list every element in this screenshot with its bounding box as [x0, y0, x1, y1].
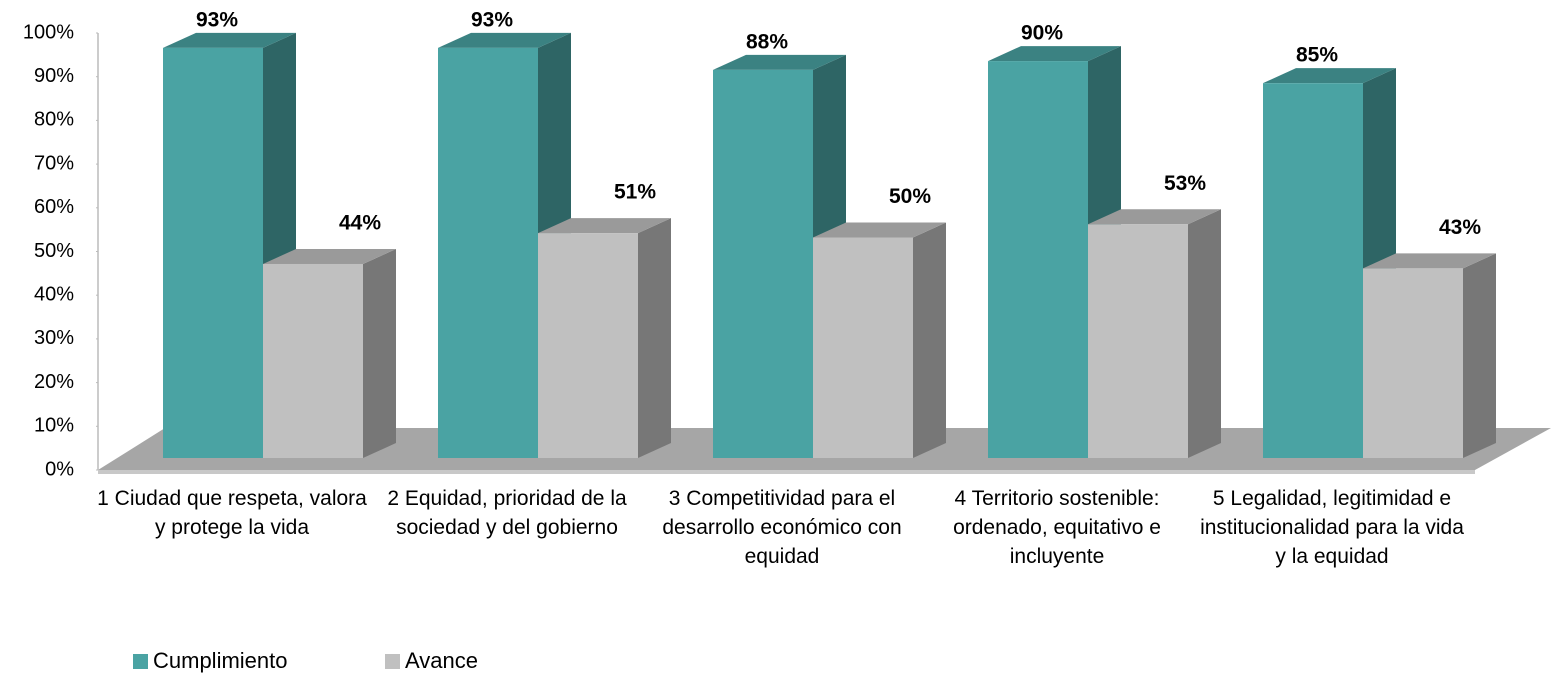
x-tick-label: 1 Ciudad que respeta, valora y protege l… [97, 487, 367, 539]
bar-top [713, 54, 846, 70]
bar-top [1088, 209, 1221, 225]
value-label: 43% [1439, 216, 1481, 239]
value-label: 93% [196, 8, 238, 31]
legend-swatch [385, 654, 400, 669]
bar-side [1463, 253, 1496, 458]
value-label: 85% [1296, 44, 1338, 67]
legend-swatch [133, 654, 148, 669]
bar-top [163, 32, 296, 48]
bar [713, 69, 813, 459]
y-tick-label: 60% [34, 196, 74, 218]
bar-top [813, 222, 946, 238]
y-tick-label: 80% [34, 109, 74, 131]
bar [1263, 83, 1363, 459]
value-label: 93% [471, 8, 513, 31]
value-label: 90% [1021, 22, 1063, 45]
bar [1088, 224, 1188, 458]
bar [1363, 268, 1463, 458]
bar [813, 237, 913, 458]
value-label: 50% [889, 185, 931, 208]
bar-side [913, 222, 946, 458]
y-tick-label: 30% [34, 327, 74, 349]
bar-top [988, 46, 1121, 62]
floor-edge [98, 470, 1475, 474]
y-tick-label: 0% [45, 458, 74, 480]
value-label: 44% [339, 212, 381, 235]
bar [538, 233, 638, 458]
bar-side [638, 218, 671, 458]
value-label: 53% [1164, 172, 1206, 195]
bar [988, 61, 1088, 458]
y-tick-label: 90% [34, 65, 74, 87]
bar-top [438, 32, 571, 48]
x-tick-label: 2 Equidad, prioridad de la sociedad y de… [387, 487, 627, 539]
x-tick-label: 3 Competitividad para el desarrollo econ… [662, 487, 902, 568]
bar-side [1188, 209, 1221, 458]
bar [438, 47, 538, 459]
bar-top [1263, 68, 1396, 84]
y-tick-label: 10% [34, 415, 74, 437]
value-label: 51% [614, 181, 656, 204]
x-tick-label: 5 Legalidad, legitimidad e institucional… [1200, 487, 1464, 568]
y-tick-label: 40% [34, 283, 74, 305]
bar-side [363, 248, 396, 458]
y-tick-label: 50% [34, 240, 74, 262]
bar-top [263, 248, 396, 264]
x-tick-label: 4 Territorio sostenible: ordenado, equit… [953, 487, 1161, 568]
value-label: 88% [746, 30, 788, 53]
bar-top [538, 218, 671, 234]
y-tick-label: 70% [34, 152, 74, 174]
legend-label: Avance [405, 648, 478, 673]
bar [263, 263, 363, 458]
y-tick-label: 20% [34, 371, 74, 393]
y-tick-label: 100% [23, 21, 74, 43]
bar [163, 47, 263, 459]
legend-label: Cumplimiento [153, 648, 288, 673]
bar-top [1363, 253, 1496, 269]
